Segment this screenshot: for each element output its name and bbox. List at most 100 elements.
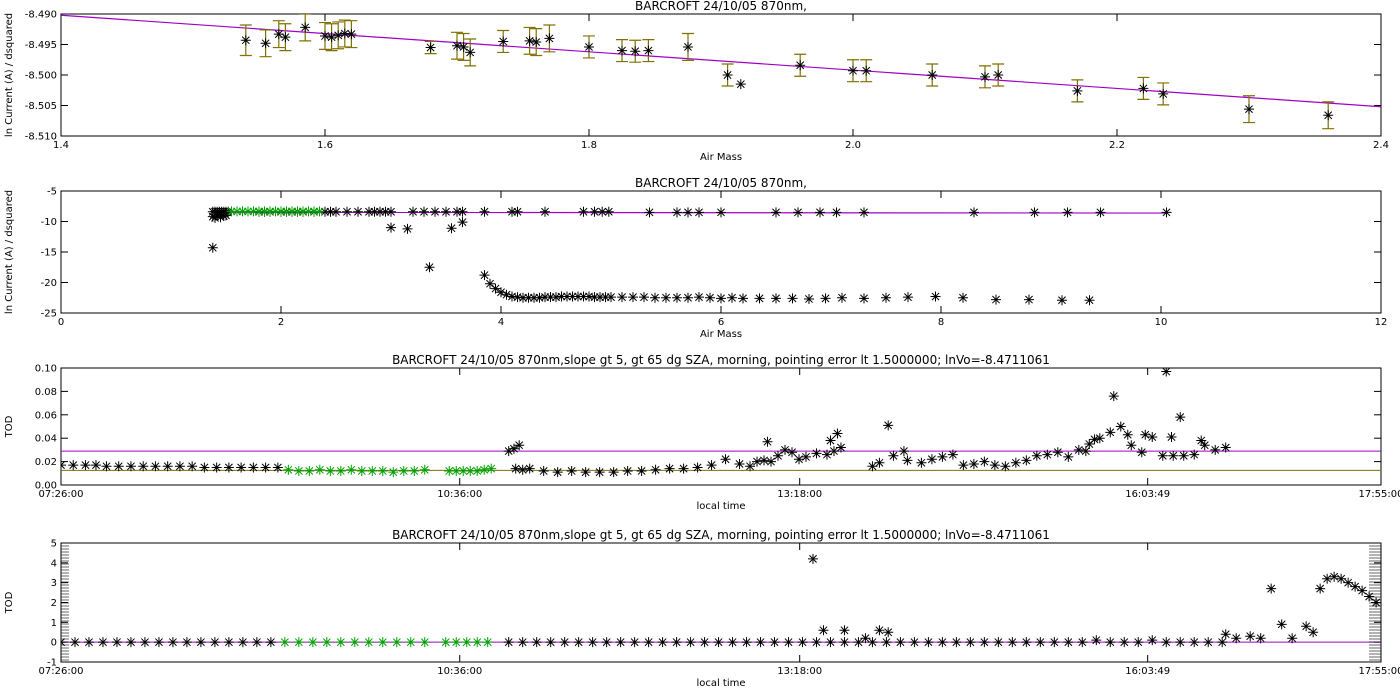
data-point <box>80 460 91 471</box>
data-point <box>335 637 346 648</box>
data-point <box>465 47 476 58</box>
data-point <box>1094 433 1105 444</box>
x-tick-label: 17:55:00 <box>1359 666 1400 677</box>
data-point <box>787 293 798 304</box>
data-point <box>1084 295 1095 306</box>
data-point <box>628 292 638 303</box>
data-point <box>589 206 600 217</box>
x-axis-label: Air Mass <box>700 329 742 340</box>
data-point <box>490 283 501 294</box>
data-point <box>409 465 420 476</box>
data-point <box>346 464 357 475</box>
data-point <box>825 435 836 446</box>
data-point <box>1105 637 1116 648</box>
data-point <box>293 465 304 476</box>
data-point <box>787 447 798 458</box>
data-point <box>1231 633 1242 644</box>
y-tick-label: 0.00 <box>35 481 57 492</box>
data-point <box>251 637 262 648</box>
data-point <box>125 637 136 648</box>
data-point <box>661 292 671 303</box>
data-point <box>260 462 271 473</box>
data-point <box>280 32 291 43</box>
data-point <box>451 465 462 476</box>
data-point <box>1203 637 1214 648</box>
data-point <box>517 464 528 475</box>
x-tick-label: 2 <box>278 317 284 328</box>
data-point <box>212 210 223 221</box>
data-point <box>425 42 436 53</box>
data-point <box>1021 455 1032 466</box>
data-point <box>531 637 542 648</box>
data-point <box>927 70 938 80</box>
data-point <box>800 451 811 462</box>
data-point <box>1220 629 1231 640</box>
data-point <box>375 206 385 217</box>
data-point <box>364 206 374 217</box>
data-point <box>762 436 773 447</box>
data-point <box>215 212 226 223</box>
data-point <box>578 291 589 302</box>
data-point <box>1189 637 1200 648</box>
data-point <box>1161 637 1172 648</box>
data-point <box>1371 597 1381 608</box>
data-point <box>828 446 839 457</box>
data-point <box>573 637 584 648</box>
data-point <box>832 428 843 439</box>
data-point <box>452 206 462 217</box>
data-point <box>1147 432 1158 443</box>
data-point <box>545 292 556 303</box>
data-point <box>639 292 649 303</box>
data-point <box>947 449 958 460</box>
data-point <box>597 206 608 217</box>
x-tick-label: 2.2 <box>1109 140 1125 151</box>
x-tick-label: 8 <box>938 317 944 328</box>
data-point <box>968 458 979 469</box>
data-point <box>1091 635 1102 646</box>
data-point <box>181 637 192 648</box>
data-point <box>993 70 1004 80</box>
data-point <box>874 625 885 636</box>
data-point <box>1266 583 1277 594</box>
data-point <box>993 637 1004 648</box>
data-point <box>551 292 561 303</box>
data-point <box>248 462 259 473</box>
data-point <box>630 46 641 57</box>
x-tick-label: 1.8 <box>581 140 597 151</box>
data-point <box>342 206 352 217</box>
data-point <box>965 637 976 648</box>
chart-title: BARCROFT 24/10/05 870nm, <box>635 0 807 13</box>
y-axis-label: ln Current (A) / dsquared <box>4 190 15 314</box>
data-point <box>221 210 231 221</box>
data-point <box>671 637 682 648</box>
data-point <box>1343 577 1354 588</box>
data-point <box>716 293 726 304</box>
data-point <box>705 292 715 303</box>
data-point <box>617 292 627 303</box>
data-point <box>314 206 325 217</box>
data-point <box>265 206 275 217</box>
data-point <box>349 637 360 648</box>
data-point <box>529 292 539 303</box>
data-point <box>881 292 891 303</box>
data-point <box>540 292 550 303</box>
data-point <box>883 627 894 638</box>
x-tick-label: 2.4 <box>1373 140 1389 151</box>
data-point <box>720 454 731 465</box>
chart-title: BARCROFT 24/10/05 870nm, <box>635 176 807 190</box>
data-point <box>874 457 885 468</box>
data-point <box>594 467 605 478</box>
data-point <box>195 637 206 648</box>
data-point <box>1126 440 1137 451</box>
data-point <box>793 207 803 218</box>
data-point <box>496 287 506 298</box>
y-tick-label: 0.10 <box>35 364 57 375</box>
data-point <box>1024 294 1034 305</box>
y-tick-label: 3 <box>51 578 57 589</box>
data-point <box>595 292 605 303</box>
data-point <box>1119 637 1130 648</box>
data-point <box>734 458 745 469</box>
data-point <box>419 464 430 475</box>
data-point <box>424 262 435 273</box>
